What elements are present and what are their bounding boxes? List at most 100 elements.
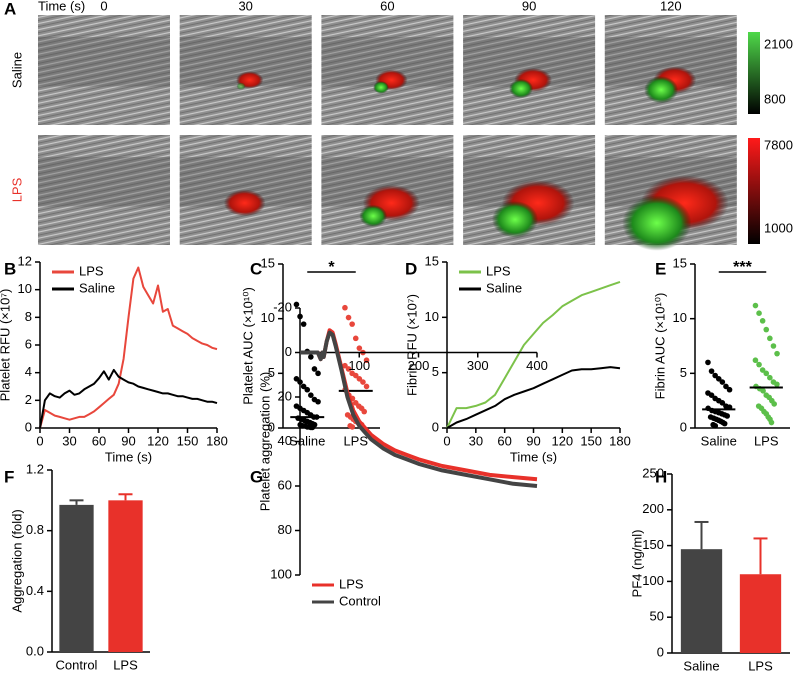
y-tick-label: 5 (680, 365, 687, 380)
time-label: Time (s) (38, 0, 85, 13)
x-tick-label: 200 (408, 358, 430, 373)
x-tick-label: 30 (62, 433, 76, 448)
dot (293, 376, 300, 382)
x-tick-label: 90 (526, 433, 540, 448)
dot (763, 370, 770, 377)
dot (360, 379, 366, 385)
dot (349, 321, 355, 327)
dot (712, 423, 719, 429)
time-value: 0 (100, 0, 107, 13)
x-tick-label: 60 (92, 433, 106, 448)
panel-label: H (655, 467, 667, 486)
dot (300, 321, 307, 327)
dot (708, 392, 715, 399)
time-value: 90 (522, 0, 536, 13)
x-axis-label: Time (s) (510, 449, 557, 464)
dot (752, 357, 759, 364)
dot (352, 372, 359, 379)
dot (349, 424, 356, 430)
significance: * (328, 259, 335, 276)
colorbar (748, 138, 760, 244)
bar (59, 504, 94, 652)
legend-label: LPS (339, 576, 364, 591)
y-axis-label: PF4 (ng/ml) (629, 530, 644, 598)
dot (356, 345, 363, 351)
y-tick-label: 250 (642, 465, 664, 480)
dot (361, 408, 368, 415)
dot (719, 379, 726, 385)
dot (759, 318, 766, 324)
legend-label: Saline (486, 280, 522, 295)
dot (309, 424, 316, 431)
dot (726, 386, 733, 393)
x-tick-label: 60 (497, 433, 511, 448)
line (300, 330, 538, 488)
dot (756, 361, 762, 368)
micrograph (321, 135, 454, 245)
dot (723, 383, 729, 390)
dot (363, 383, 370, 390)
y-tick-label: 10 (18, 281, 32, 296)
y-axis-label: Aggregation (fold) (9, 509, 24, 612)
y-tick-label: 6 (25, 336, 32, 351)
dot (342, 362, 348, 369)
y-tick-label: 4 (25, 364, 32, 379)
panel-label: E (655, 259, 666, 278)
y-tick-label: 0 (285, 344, 292, 359)
time-value: 120 (660, 0, 682, 13)
micrograph (604, 135, 737, 251)
dot (768, 419, 775, 426)
colorbar (748, 32, 760, 114)
dot (771, 401, 777, 407)
y-tick-label: 15 (673, 255, 687, 270)
y-tick-label: 0.0 (26, 643, 44, 658)
y-tick-label: 60 (278, 477, 292, 492)
x-tick-label: 180 (609, 433, 631, 448)
line (446, 280, 621, 429)
fibrin-signal (236, 82, 246, 90)
bar (108, 500, 143, 652)
line (39, 266, 218, 429)
fibrin-signal (491, 201, 539, 238)
fibrin-signal (373, 81, 389, 94)
dot (719, 400, 726, 406)
x-tick-label: Control (56, 657, 98, 672)
y-tick-label: 0 (657, 644, 664, 659)
x-tick-label: 90 (121, 433, 135, 448)
y-tick-label: 2 (25, 392, 32, 407)
y-tick-label: 0.8 (26, 522, 44, 537)
bar (680, 549, 723, 653)
x-tick-label: 400 (526, 358, 548, 373)
y-tick-label: 5 (432, 364, 439, 379)
dot (759, 367, 766, 373)
micrograph (179, 135, 312, 245)
colorbar-label: 7800 (764, 137, 793, 152)
x-tick-label: 300 (467, 358, 489, 373)
dot (724, 413, 731, 419)
dot (774, 381, 780, 388)
dot (300, 383, 307, 390)
dot (712, 372, 718, 379)
dot (304, 386, 311, 393)
x-tick-label: 0 (443, 433, 450, 448)
x-tick-label: 30 (469, 433, 483, 448)
y-tick-label: 12 (18, 253, 32, 268)
panel-label: A (4, 0, 16, 18)
dot (760, 388, 766, 394)
time-value: 30 (238, 0, 252, 13)
y-tick-label: 15 (425, 253, 439, 268)
fibrin-signal (359, 204, 388, 228)
fibrin-signal (622, 195, 692, 251)
y-axis-label: Platelet aggregation (%) (257, 372, 272, 511)
micrograph (463, 135, 596, 245)
fibrin-signal (509, 78, 534, 99)
legend-label: Saline (79, 280, 115, 295)
significance: *** (733, 259, 752, 276)
dot (774, 350, 780, 357)
fibrin-signal (644, 76, 679, 104)
y-tick-label: 50 (650, 609, 664, 624)
x-tick-label: 120 (147, 433, 169, 448)
micrograph (463, 15, 596, 125)
y-tick-label: 15 (261, 255, 275, 270)
